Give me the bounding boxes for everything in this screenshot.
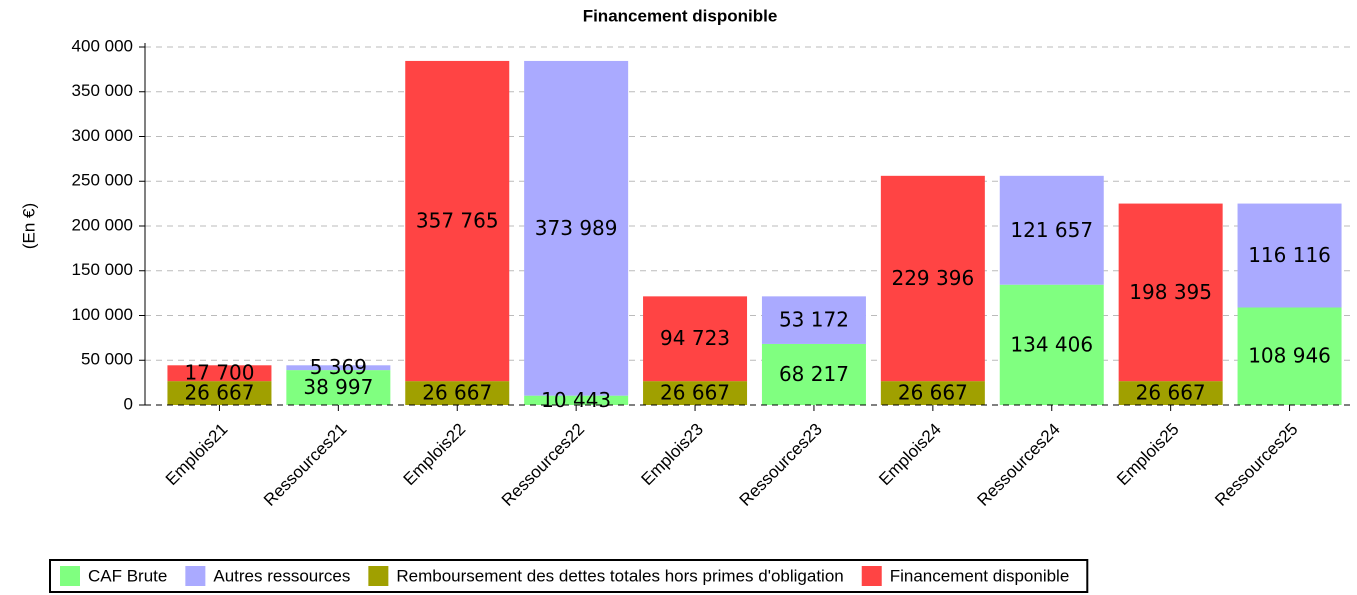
value-label: 26 667 — [184, 381, 254, 405]
value-label: 108 946 — [1248, 344, 1331, 368]
legend-label: Financement disponible — [890, 566, 1070, 585]
value-label: 373 989 — [535, 216, 618, 240]
bar-segment — [167, 365, 272, 382]
bar-segment — [286, 365, 391, 371]
bar-segment — [880, 381, 985, 405]
legend-label: Remboursement des dettes totales hors pr… — [396, 566, 843, 585]
value-label: 116 116 — [1248, 243, 1331, 267]
value-label: 38 997 — [303, 375, 373, 399]
legend-swatch — [185, 566, 206, 586]
y-tick-label: 150 000 — [72, 260, 133, 279]
bar-segment — [286, 370, 391, 405]
bar-segment — [524, 60, 629, 396]
legend-label: CAF Brute — [88, 566, 167, 585]
bar-segment — [1118, 203, 1223, 382]
x-tick-label: Emplois23 — [637, 420, 707, 490]
value-label: 229 396 — [891, 266, 974, 290]
value-label: 5 369 — [310, 355, 367, 379]
bar-segment — [1118, 381, 1223, 405]
x-tick-label: Ressources23 — [736, 420, 826, 510]
value-label: 357 765 — [416, 209, 499, 233]
x-tick-label: Emplois21 — [162, 420, 232, 490]
value-label: 121 657 — [1010, 218, 1093, 242]
y-tick-label: 300 000 — [72, 126, 133, 145]
y-tick-label: 250 000 — [72, 171, 133, 190]
bar-segment — [643, 381, 748, 405]
y-axis-label: (En €) — [19, 203, 38, 249]
x-tick-label: Ressources25 — [1211, 420, 1301, 510]
x-tick-label: Ressources22 — [498, 420, 588, 510]
x-tick-label: Emplois24 — [875, 420, 945, 490]
legend-swatch — [368, 566, 389, 586]
legend-swatch — [60, 566, 80, 586]
value-label: 26 667 — [422, 381, 492, 405]
value-label: 68 217 — [779, 362, 849, 386]
bar-segment — [405, 60, 510, 382]
y-tick-label: 100 000 — [72, 305, 133, 324]
value-label: 17 700 — [184, 361, 254, 385]
bar-segment — [999, 284, 1104, 405]
bar-segment — [167, 381, 272, 405]
value-label: 26 667 — [898, 381, 968, 405]
y-tick-label: 350 000 — [72, 81, 133, 100]
y-tick-label: 200 000 — [72, 215, 133, 234]
chart-title: Financement disponible — [583, 6, 778, 25]
value-label: 198 395 — [1129, 280, 1212, 304]
bar-segment — [761, 343, 866, 405]
x-tick-label: Ressources24 — [973, 420, 1063, 510]
bar-segment — [761, 296, 866, 344]
bar-segment — [643, 296, 748, 382]
legend: CAF Brute Autres ressources Remboursement … — [49, 559, 1089, 593]
value-label: 26 667 — [1136, 381, 1206, 405]
legend-box — [49, 559, 1089, 593]
x-tick-label: Emplois25 — [1113, 420, 1183, 490]
value-label: 53 172 — [779, 308, 849, 332]
x-tick-label: Ressources21 — [260, 420, 350, 510]
bar-segment — [999, 175, 1104, 285]
y-tick-label: 0 — [124, 394, 133, 413]
bar-segment — [880, 175, 985, 382]
value-label: 10 443 — [541, 388, 611, 412]
value-label: 26 667 — [660, 381, 730, 405]
value-label: 134 406 — [1010, 332, 1093, 356]
y-tick-label: 50 000 — [81, 350, 133, 369]
bar-segment — [1237, 307, 1342, 405]
bar-segment — [405, 381, 510, 405]
legend-label: Autres ressources — [213, 566, 350, 585]
bar-segment — [524, 395, 629, 405]
legend-swatch — [861, 566, 882, 586]
bar-segment — [1237, 203, 1342, 308]
value-label: 94 723 — [660, 326, 730, 350]
x-tick-label: Emplois22 — [400, 420, 470, 490]
y-tick-label: 400 000 — [72, 36, 133, 55]
